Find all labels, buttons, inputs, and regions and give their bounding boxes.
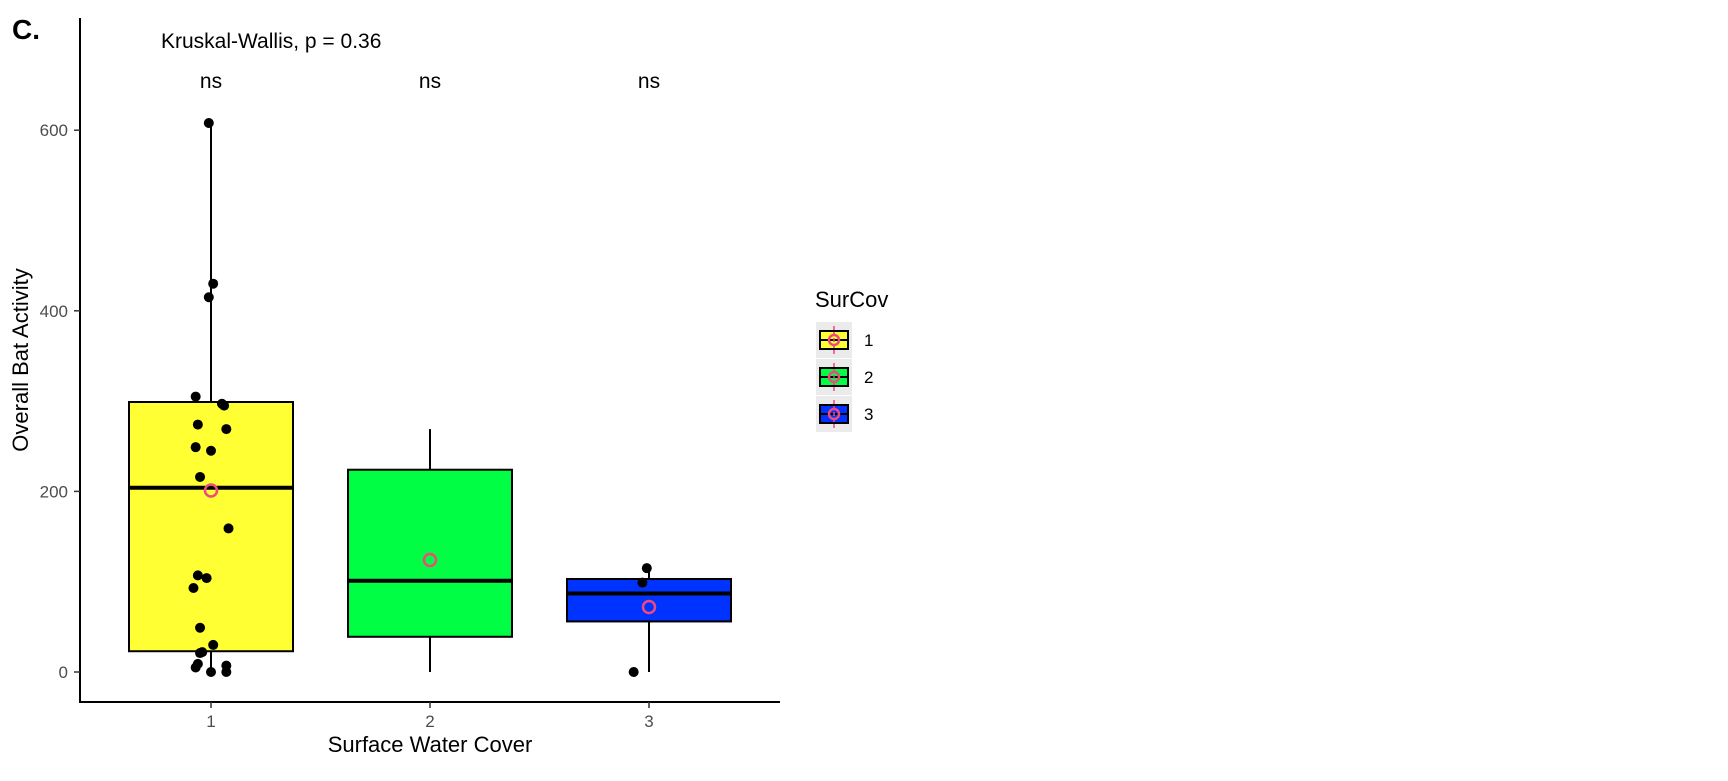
- legend-mean-marker-3: [827, 407, 841, 421]
- kruskal-wallis-annotation: Kruskal-Wallis, p = 0.36: [161, 30, 381, 53]
- legend-label-3: 3: [864, 405, 873, 424]
- x-axis-title: Surface Water Cover: [328, 732, 533, 757]
- legend-mean-marker-1: [827, 333, 841, 347]
- data-point-1-7: [190, 442, 201, 453]
- data-point-3-2: [628, 667, 639, 677]
- mean-marker-2: [422, 552, 438, 568]
- data-point-1-5: [219, 400, 230, 411]
- data-point-1-15: [206, 667, 216, 677]
- significance-label-1: ns: [200, 70, 222, 93]
- legend-mean-marker-2: [827, 370, 841, 384]
- y-tick-label-600: 600: [40, 121, 68, 140]
- y-tick-label-0: 0: [59, 663, 68, 682]
- data-point-2-4: [188, 583, 199, 594]
- data-point-2-1: [206, 445, 216, 456]
- panel-label: C.: [12, 14, 40, 45]
- data-point-1-12: [195, 648, 206, 659]
- data-point-3-1: [637, 577, 648, 588]
- plot-area: ns ns ns: [128, 70, 732, 677]
- y-tick-label-200: 200: [40, 482, 68, 501]
- box-1: [128, 401, 294, 653]
- data-point-1-1: [208, 278, 219, 289]
- data-point-1-10: [208, 639, 219, 650]
- data-point-2-7: [221, 667, 232, 677]
- x-tick-label-2: 2: [425, 712, 434, 731]
- axes: 0 200 400 600 1 2 3: [40, 18, 780, 731]
- legend-label-2: 2: [864, 368, 873, 387]
- legend: SurCov 1 2 3: [815, 287, 888, 432]
- data-point-3-0: [641, 563, 652, 574]
- x-tick-label-3: 3: [644, 712, 653, 731]
- data-point-1-8: [223, 523, 234, 534]
- mean-marker-3: [641, 599, 657, 615]
- y-tick-label-400: 400: [40, 302, 68, 321]
- mean-marker-1: [203, 483, 219, 498]
- x-tick-label-1: 1: [206, 712, 215, 731]
- significance-label-2: ns: [419, 70, 441, 93]
- data-point-2-3: [192, 570, 203, 581]
- data-point-2-6: [192, 658, 203, 669]
- data-point-2-5: [195, 622, 206, 633]
- significance-label-3: ns: [638, 70, 660, 93]
- legend-label-1: 1: [864, 331, 873, 350]
- data-point-1-2: [203, 292, 214, 303]
- data-point-1-3: [190, 391, 201, 402]
- data-point-2-2: [195, 471, 206, 482]
- data-point-2-0: [221, 424, 232, 435]
- y-axis-title: Overall Bat Activity: [8, 268, 33, 451]
- data-point-1-9: [201, 573, 212, 584]
- legend-title: SurCov: [815, 287, 888, 312]
- data-point-1-6: [192, 419, 203, 430]
- data-point-1-0: [203, 117, 214, 128]
